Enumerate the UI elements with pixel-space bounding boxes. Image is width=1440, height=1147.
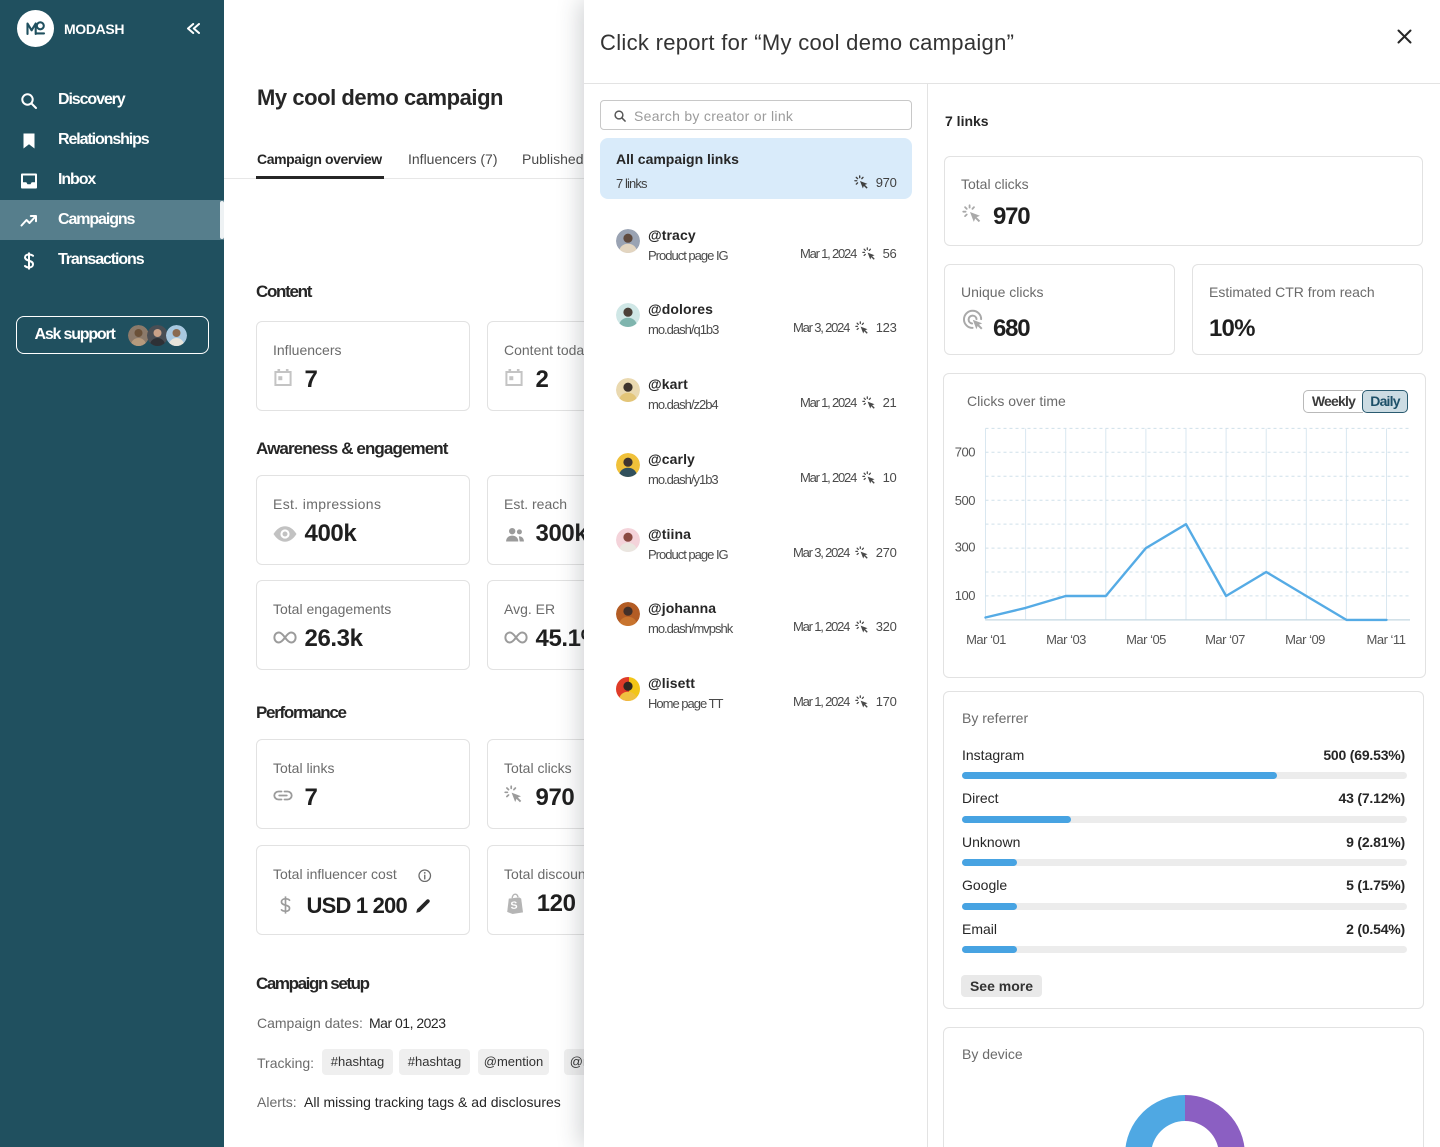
svg-text:Mar ‘07: Mar ‘07 — [1205, 632, 1245, 647]
svg-text:Mar ‘09: Mar ‘09 — [1285, 632, 1325, 647]
svg-text:300: 300 — [955, 540, 975, 555]
svg-text:Mar ‘05: Mar ‘05 — [1126, 632, 1166, 647]
svg-text:Mar ‘01: Mar ‘01 — [966, 632, 1006, 647]
svg-text:Mar ‘03: Mar ‘03 — [1046, 632, 1086, 647]
svg-text:500: 500 — [955, 493, 975, 508]
svg-text:700: 700 — [955, 445, 975, 460]
svg-text:100: 100 — [955, 588, 975, 603]
svg-text:S: S — [510, 900, 518, 912]
svg-text:Mar ‘11: Mar ‘11 — [1367, 632, 1406, 647]
